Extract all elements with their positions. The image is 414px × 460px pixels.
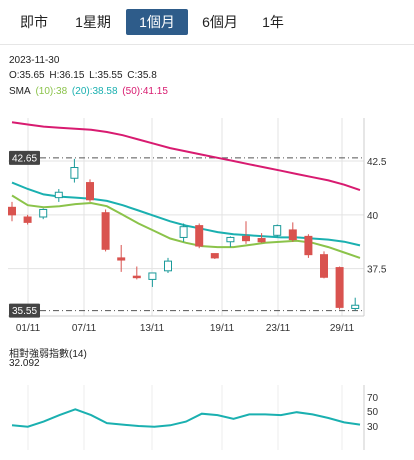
candle-body <box>288 229 297 241</box>
rsi-title: 相對強弱指數 <box>9 349 69 360</box>
candle-body <box>304 235 313 256</box>
tab-1year[interactable]: 1年 <box>262 14 284 30</box>
marker-label: 35.55 <box>12 306 37 317</box>
sma-legend: SMA (10):38 (20):38.58 (50):41.15 <box>9 86 170 97</box>
tab-6month[interactable]: 6個月 <box>202 14 238 30</box>
candle-body <box>101 212 110 250</box>
tab-realtime[interactable]: 即市 <box>20 14 48 30</box>
rsi-y-tick-label: 30 <box>367 422 379 433</box>
sma-line-50 <box>11 121 361 192</box>
x-tick-label: 19/11 <box>210 323 235 334</box>
tabs-divider <box>0 44 414 45</box>
marker-box <box>9 303 40 318</box>
candle-body <box>39 208 48 218</box>
y-tick-label: 40 <box>367 211 379 222</box>
candle-body <box>351 304 360 309</box>
x-tick-label: 23/11 <box>266 323 291 334</box>
x-tick-label: 07/11 <box>72 323 97 334</box>
candle-body <box>54 191 63 199</box>
candle-body <box>226 236 235 243</box>
rsi-title-row: 相對強弱指數(14) <box>9 345 87 360</box>
sma50-value: (50):41.15 <box>122 86 168 97</box>
candle-body <box>179 226 188 238</box>
x-tick-label: 01/11 <box>16 323 41 334</box>
candle-body <box>273 225 282 236</box>
candle-body <box>132 275 141 279</box>
x-tick-label: 29/11 <box>330 323 355 334</box>
y-tick-label: 42.5 <box>367 157 387 168</box>
sma-line-20 <box>11 181 361 247</box>
candle-body <box>242 235 250 242</box>
candle-body <box>148 272 157 280</box>
y-tick-label: 37.5 <box>367 265 387 276</box>
quote-date: 2023-11-30 <box>9 55 60 66</box>
quote-ohlc: O:35.65 H:36.15 L:35.55 C:35.8 <box>9 70 157 81</box>
candle-body <box>335 267 344 308</box>
tab-1month[interactable]: 1個月 <box>126 9 188 35</box>
rsi-current: 32.092 <box>9 358 40 369</box>
marker-box <box>9 150 40 165</box>
sma-label: SMA <box>9 86 31 97</box>
candle-body <box>257 238 266 243</box>
sma10-value: (10):38 <box>35 86 68 97</box>
candle-body <box>210 253 219 259</box>
rsi-line <box>11 408 361 428</box>
sma20-value: (20):38.58 <box>71 86 118 97</box>
candle-body <box>70 167 79 179</box>
rsi-y-tick-label: 70 <box>367 393 379 404</box>
period-tabs: 即市 1星期 1個月 6個月 1年 <box>0 0 414 44</box>
marker-label: 42.65 <box>12 153 37 164</box>
candle-body <box>320 254 328 278</box>
rsi-y-tick-label: 50 <box>367 407 379 418</box>
rsi-period: (14) <box>69 349 87 360</box>
candle-body <box>164 260 172 272</box>
x-tick-label: 13/11 <box>140 323 165 334</box>
sma-line-10 <box>11 194 361 259</box>
tab-1week[interactable]: 1星期 <box>75 14 111 30</box>
candle-body <box>86 182 94 201</box>
candle-body <box>117 257 126 261</box>
candle-body <box>23 216 32 223</box>
candle-body <box>8 206 16 216</box>
candle-body <box>195 225 204 247</box>
